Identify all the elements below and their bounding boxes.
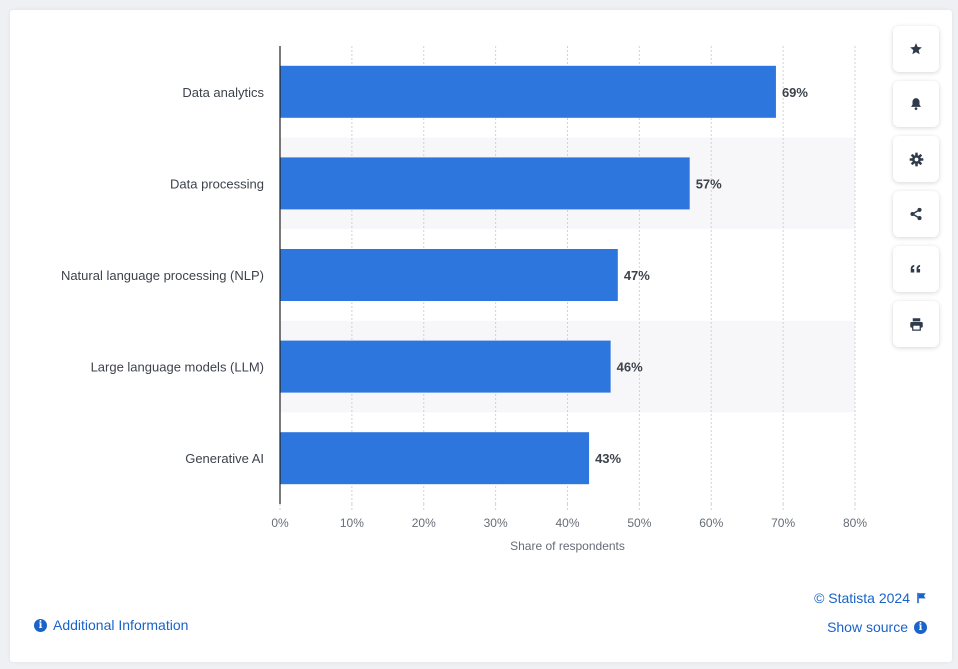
data-label: 57%: [696, 176, 722, 191]
gear-icon: [909, 152, 923, 166]
x-tick-label: 20%: [412, 516, 436, 530]
category-label: Data processing: [170, 176, 264, 191]
category-label: Generative AI: [185, 451, 264, 466]
x-tick-label: 80%: [843, 516, 867, 530]
show-source-label: Show source: [827, 619, 908, 635]
x-tick-label: 40%: [555, 516, 579, 530]
share-button[interactable]: [893, 191, 939, 237]
notification-button[interactable]: [893, 81, 939, 127]
data-label: 46%: [617, 360, 643, 375]
flag-icon: [917, 592, 926, 604]
bell-icon: [911, 98, 921, 111]
statista-copyright[interactable]: © Statista 2024: [814, 590, 927, 606]
info-icon: i: [34, 618, 47, 632]
cite-button[interactable]: [893, 246, 939, 292]
x-tick-label: 70%: [771, 516, 795, 530]
favorite-button[interactable]: [893, 26, 939, 72]
bar: [280, 249, 618, 301]
bar: [280, 65, 776, 118]
additional-information-link[interactable]: i Additional Information: [34, 617, 188, 633]
show-source-link[interactable]: Show source i: [827, 619, 927, 635]
x-tick-label: 0%: [271, 516, 289, 530]
data-label: 47%: [624, 268, 650, 283]
category-label: Natural language processing (NLP): [61, 268, 264, 283]
star-icon: [910, 43, 922, 55]
data-label: 43%: [595, 451, 621, 466]
bar: [280, 340, 611, 393]
settings-button[interactable]: [893, 136, 939, 182]
x-tick-label: 60%: [699, 516, 723, 530]
x-tick-label: 30%: [484, 516, 508, 530]
info-icon: i: [914, 620, 927, 634]
x-axis-title: Share of respondents: [510, 539, 625, 553]
additional-information-label: Additional Information: [53, 617, 189, 633]
quote-icon: [910, 264, 921, 273]
share-icon: [910, 207, 922, 221]
x-tick-label: 10%: [340, 516, 364, 530]
bar: [280, 432, 590, 485]
x-tick-label: 50%: [627, 516, 651, 530]
print-button[interactable]: [893, 301, 939, 347]
data-label: 69%: [782, 85, 808, 100]
category-label: Data analytics: [182, 85, 264, 100]
print-icon: [909, 317, 923, 331]
bar: [280, 157, 690, 210]
copyright-text: © Statista 2024: [814, 590, 910, 606]
category-label: Large language models (LLM): [91, 360, 264, 375]
